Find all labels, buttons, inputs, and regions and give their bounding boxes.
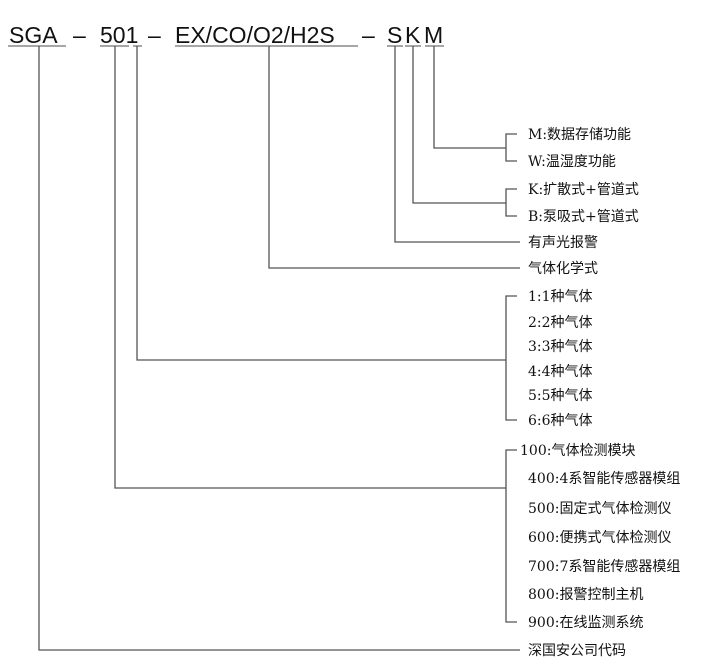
company-code: 深国安公司代码: [528, 643, 626, 659]
code-sga: SGA: [9, 22, 58, 48]
option-m: M:数据存储功能: [528, 127, 631, 143]
gas-count-3: 3:3种气体: [528, 339, 593, 355]
gas-count-2: 2:2种气体: [528, 315, 593, 331]
code-s: S: [387, 22, 402, 48]
series-100: 100:气体检测模块: [520, 443, 635, 459]
code-gases: EX/CO/O2/H2S: [175, 22, 335, 48]
option-w: W:温湿度功能: [528, 154, 616, 170]
code-m: M: [424, 22, 443, 48]
code-k: K: [405, 22, 421, 48]
gas-count-6: 6:6种气体: [528, 413, 593, 429]
separator: –: [73, 22, 86, 48]
series-700: 700:7系智能传感器模组: [528, 558, 680, 575]
option-b: B:泵吸式+管道式: [528, 209, 639, 225]
separator: –: [148, 22, 161, 48]
series-600: 600:便携式气体检测仪: [528, 530, 671, 546]
gas-count-5: 5:5种气体: [528, 388, 593, 404]
gas-count-1: 1:1种气体: [528, 289, 593, 305]
separator: –: [362, 22, 375, 48]
option-s: 有声光报警: [528, 235, 598, 251]
series-800: 800:报警控制主机: [528, 587, 643, 603]
series-400: 400:4系智能传感器模组: [528, 470, 680, 487]
option-k: K:扩散式+管道式: [528, 182, 639, 198]
option-gas: 气体化学式: [528, 261, 598, 277]
connectors: [38, 46, 520, 651]
series-500: 500:固定式气体检测仪: [528, 501, 671, 517]
code-501: 501: [100, 22, 138, 48]
series-900: 900:在线监测系统: [528, 615, 643, 631]
gas-count-4: 4:4种气体: [528, 364, 593, 380]
